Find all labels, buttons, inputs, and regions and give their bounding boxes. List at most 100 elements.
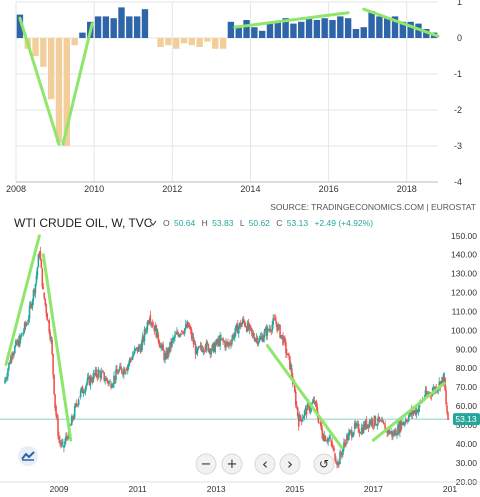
candle-body xyxy=(55,406,57,416)
top-bar xyxy=(204,38,211,42)
candle-body xyxy=(252,332,255,338)
candle-body xyxy=(259,337,262,340)
candle-body xyxy=(381,420,384,422)
candle-body xyxy=(354,423,357,426)
candle-body xyxy=(405,420,408,422)
candle-body xyxy=(81,387,84,394)
scroll-back-button[interactable]: ‹ xyxy=(254,453,276,475)
price-y-tick-label: 80.00 xyxy=(456,363,478,373)
top-bar xyxy=(133,16,141,38)
candle-body xyxy=(134,348,137,350)
candle-body xyxy=(305,407,308,415)
price-x-tick-label: 201 xyxy=(443,484,457,494)
candle-body xyxy=(85,383,88,387)
chevron-down-icon[interactable] xyxy=(149,220,157,226)
candle-body xyxy=(130,359,133,360)
candle-body xyxy=(290,365,292,370)
top-bar xyxy=(305,18,313,38)
price-y-tick-label: 70.00 xyxy=(456,382,478,392)
candle-body xyxy=(160,345,162,349)
top-bar xyxy=(188,38,196,46)
candle-body xyxy=(369,421,372,425)
candle-body xyxy=(345,443,347,446)
candle-body xyxy=(325,440,328,442)
candle-body xyxy=(188,326,191,329)
candle-body xyxy=(103,372,106,381)
scroll-forward-button[interactable]: › xyxy=(279,453,301,475)
candle-body xyxy=(54,394,56,409)
candle-body xyxy=(283,337,285,340)
candle-body xyxy=(126,365,129,371)
candle-body xyxy=(101,371,104,373)
low-value: 50.62 xyxy=(249,218,271,228)
source-caption-row: SOURCE: TRADINGECONOMICS.COM | EUROSTAT xyxy=(270,202,476,212)
candle-body xyxy=(169,341,171,353)
candle-body xyxy=(268,328,271,330)
candle-body xyxy=(327,438,329,442)
candle-body xyxy=(308,403,311,412)
candle-body xyxy=(319,422,322,424)
candle-body xyxy=(371,419,374,426)
top-bar xyxy=(141,9,149,38)
candle-body xyxy=(410,409,413,415)
top-x-tick-label: 2010 xyxy=(84,184,104,194)
candle-body xyxy=(284,337,286,343)
candle-body xyxy=(203,350,206,352)
candle-body xyxy=(231,339,233,345)
candle-body xyxy=(51,339,53,354)
candle-body xyxy=(380,420,383,422)
candle-body xyxy=(240,323,243,327)
top-bar xyxy=(352,29,360,38)
chart-header: WTI CRUDE OIL, W, TVC O 50.64 H 53.83 L … xyxy=(14,216,373,230)
candle-body xyxy=(322,434,325,441)
candle-body xyxy=(367,424,370,428)
scroll-back-button-bg xyxy=(254,453,276,475)
candle-body xyxy=(158,340,161,345)
price-trend-line xyxy=(41,253,73,442)
candle-body xyxy=(353,423,356,429)
candle-body xyxy=(129,358,132,360)
candle-body xyxy=(408,411,411,416)
zoom-out-button[interactable]: − xyxy=(195,453,217,475)
candle-body xyxy=(84,386,87,393)
reset-button[interactable]: ↺ xyxy=(313,453,335,475)
top-trend-line xyxy=(233,11,350,29)
top-bar xyxy=(243,20,250,38)
candle-body xyxy=(35,275,38,284)
candle-body xyxy=(189,328,192,330)
candle-body xyxy=(251,332,254,335)
candle-body xyxy=(336,463,338,465)
candle-body xyxy=(118,370,120,373)
zoom-in-button-bg xyxy=(221,453,243,475)
price-chart[interactable]: 150.00 140.00 130.00 120.00 110.00 100.00 90.0… xyxy=(0,232,480,497)
candle-body xyxy=(211,345,214,351)
high-value: 53.83 xyxy=(212,218,234,228)
candle-body xyxy=(442,377,444,384)
candle-body xyxy=(141,336,144,346)
candle-body xyxy=(314,401,317,403)
candle-body xyxy=(106,378,108,381)
price-trend-line xyxy=(265,344,344,450)
candle-body xyxy=(417,407,420,413)
candle-body xyxy=(156,328,159,338)
reset-icon: ↺ xyxy=(319,457,329,471)
candle-body xyxy=(113,375,115,384)
logo-button[interactable] xyxy=(18,446,38,466)
candle-body xyxy=(83,392,86,393)
candle-body xyxy=(200,345,203,349)
price-y-tick-label: 100.00 xyxy=(451,325,477,335)
zoom-in-button[interactable]: + xyxy=(221,453,243,475)
top-bar xyxy=(282,18,289,38)
candle-body xyxy=(323,435,326,441)
candle-body xyxy=(228,342,230,346)
candle-body xyxy=(194,344,197,355)
top-bar xyxy=(290,23,297,38)
top-bar xyxy=(415,23,422,38)
candle-body xyxy=(416,409,419,413)
candle-body xyxy=(91,381,94,382)
candle-body xyxy=(398,424,400,433)
candle-body xyxy=(78,396,81,398)
candle-body xyxy=(245,327,248,332)
ohlc-readout: O 50.64 H 53.83 L 50.62 C 53.13 +2.49 (+… xyxy=(163,218,373,228)
candle-body xyxy=(63,445,65,448)
